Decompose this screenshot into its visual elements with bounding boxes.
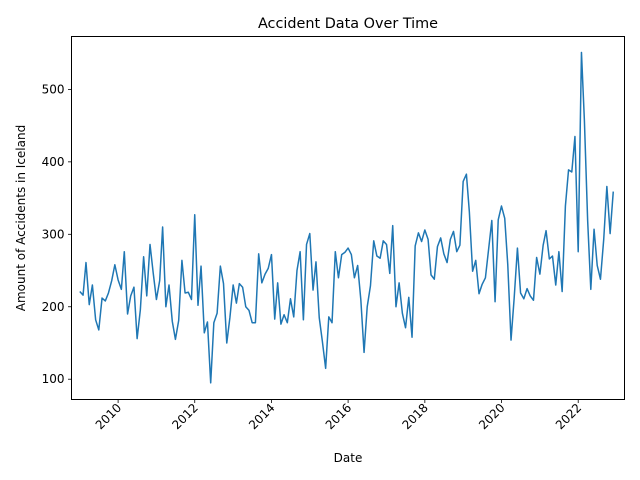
y-tick-label: 400 — [42, 155, 65, 169]
y-axis: 100 200 300 400 500 — [42, 82, 72, 386]
x-axis-title: Date — [334, 451, 363, 465]
y-axis-title: Amount of Accidents in Iceland — [14, 125, 28, 311]
plot-area — [79, 51, 615, 384]
chart-title: Accident Data Over Time — [258, 16, 438, 32]
y-tick-label: 200 — [42, 300, 65, 314]
y-tick-label: 100 — [42, 372, 65, 386]
y-tick-label: 500 — [42, 82, 65, 96]
series-line-0 — [79, 51, 615, 384]
y-tick-label: 300 — [42, 227, 65, 241]
